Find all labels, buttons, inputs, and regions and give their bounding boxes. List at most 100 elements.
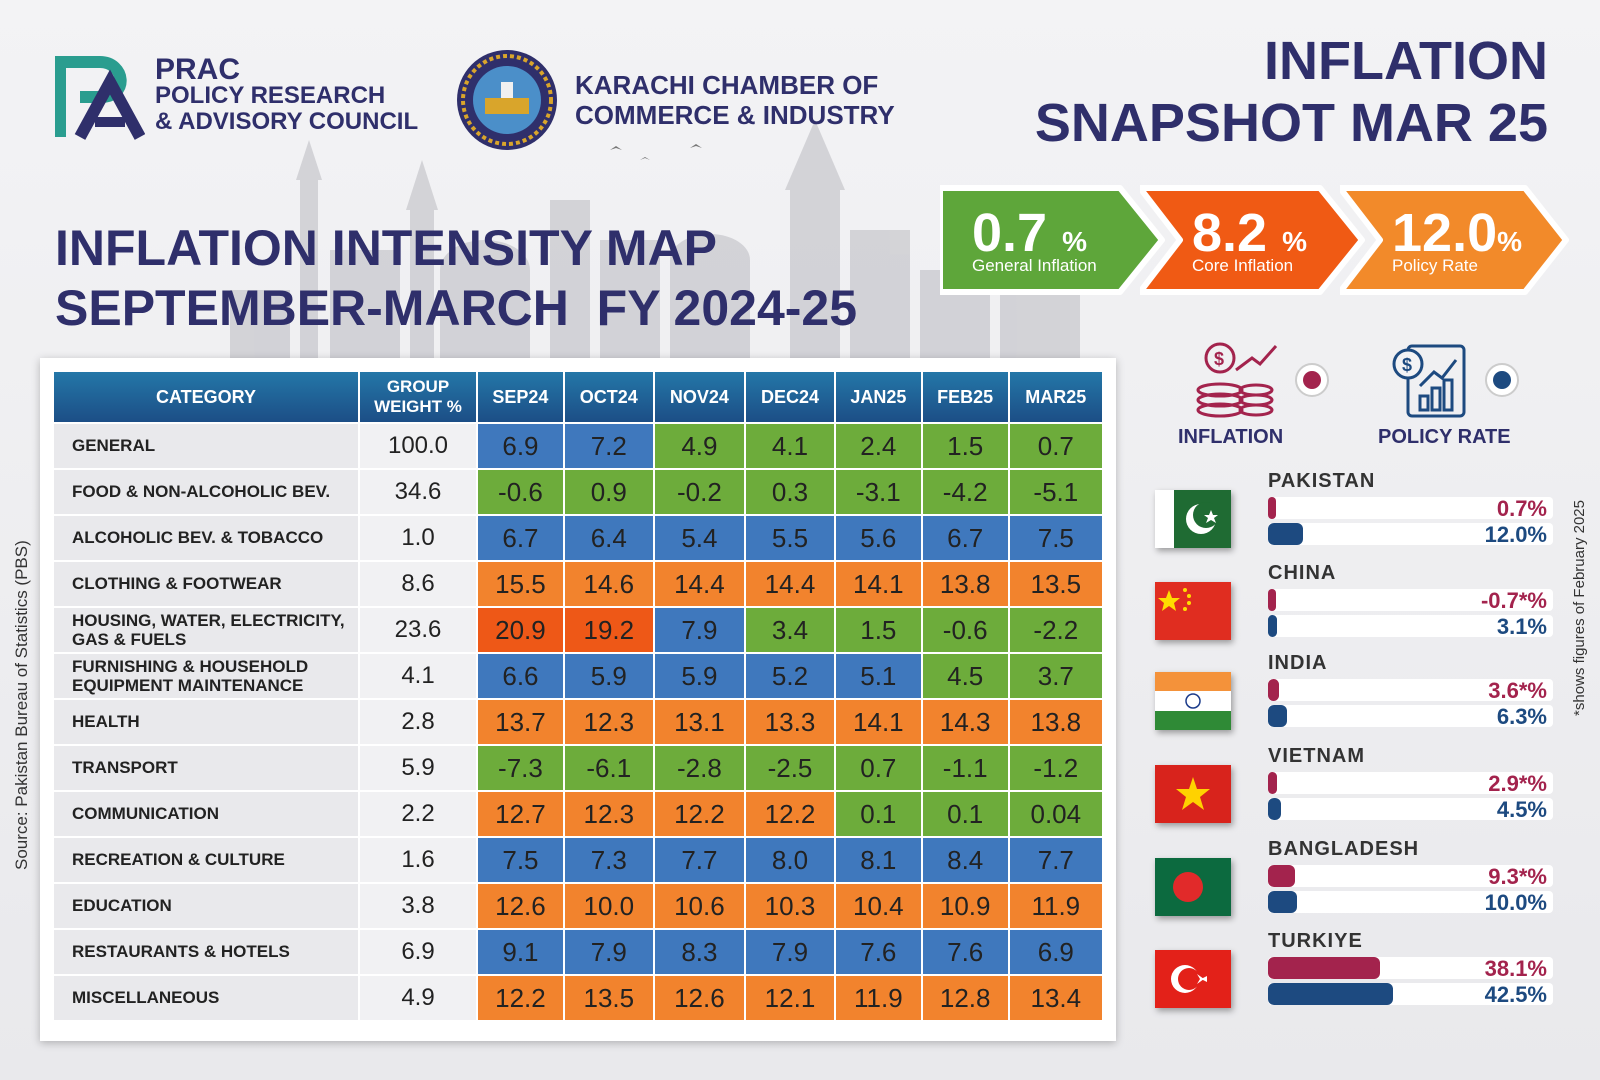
value-cell: -2.5 [744, 744, 836, 792]
birds-graphic [610, 144, 702, 160]
table-row: EDUCATION 3.8 12.6 10.0 10.6 10.3 10.4 10.9 11.9 [52, 882, 1105, 930]
policy-bar-track [1268, 891, 1553, 913]
inflation-coins-icon: $ [1196, 342, 1278, 418]
country-vietnam: VIETNAM 2.9*% 4.5% [1155, 745, 1555, 835]
value-cell: 6.9 [1007, 928, 1105, 976]
country-pakistan: PAKISTAN 0.7% 12.0% [1155, 470, 1555, 560]
table-row: MISCELLANEOUS 4.9 12.2 13.5 12.6 12.1 11.9 12.8… [52, 974, 1105, 1022]
column-header: MAR25 [1007, 370, 1105, 424]
value-cell: 4.1 [744, 422, 836, 470]
policy-bar [1268, 891, 1298, 913]
value-cell: 10.0 [562, 882, 655, 930]
inflation-radio-icon [1295, 363, 1329, 397]
weight-cell: 34.6 [358, 468, 478, 516]
weight-cell: 1.0 [358, 514, 478, 562]
country-name: CHINA [1268, 562, 1337, 584]
value-cell: 8.4 [920, 836, 1010, 884]
bangladesh-flag-icon [1155, 858, 1231, 916]
value-cell: 6.4 [562, 514, 655, 562]
column-header: NOV24 [652, 370, 747, 424]
value-cell: 2.4 [833, 422, 923, 470]
policy-bar-row: 3.1% [1268, 614, 1553, 639]
inflation-bar [1268, 957, 1381, 979]
policy-bar [1268, 705, 1287, 727]
value-cell: 0.9 [562, 468, 655, 516]
value-cell: 13.8 [920, 560, 1010, 608]
value-cell: 19.2 [562, 606, 655, 654]
value-cell: 7.3 [562, 836, 655, 884]
value-cell: 7.6 [920, 928, 1010, 976]
kcci-logo: KARACHI CHAMBER OF COMMERCE & INDUSTRY [455, 48, 895, 152]
prac-line2: & ADVISORY COUNCIL [155, 108, 419, 135]
policy-value: 4.5% [1496, 797, 1547, 822]
value-cell: -0.6 [476, 468, 565, 516]
page-title-line1: INFLATION INTENSITY MAP [55, 220, 718, 276]
value-cell: 7.9 [652, 606, 747, 654]
policy-bar [1268, 523, 1304, 545]
weight-cell: 5.9 [358, 744, 478, 792]
weight-cell: 8.6 [358, 560, 478, 608]
inflation-bar-row: 3.6*% [1268, 678, 1553, 703]
table-header-row: CATEGORY GROUP WEIGHT % SEP24 OCT24 NOV24 DEC… [52, 370, 1105, 424]
country-turkiye: TURKIYE 38.1% 42.5% [1155, 930, 1555, 1020]
value-cell: 13.4 [1007, 974, 1105, 1022]
inflation-bar [1268, 772, 1277, 794]
value-cell: -1.1 [920, 744, 1010, 792]
value-cell: 7.5 [1007, 514, 1105, 562]
value-cell: -0.2 [652, 468, 747, 516]
value-cell: 5.9 [652, 652, 747, 700]
kpi-core-label: Core Inflation [1192, 256, 1294, 275]
value-cell: -7.3 [476, 744, 565, 792]
country-china: CHINA -0.7*% 3.1% [1155, 562, 1555, 652]
value-cell: 12.3 [562, 790, 655, 838]
policy-bar [1268, 615, 1278, 637]
weight-cell: 1.6 [358, 836, 478, 884]
snapshot-title-line1: INFLATION [1264, 31, 1548, 91]
category-cell: HOUSING, WATER, ELECTRICITY, GAS & FUELS [52, 606, 360, 654]
category-cell: EDUCATION [52, 882, 360, 930]
country-india: INDIA 3.6*% 6.3% [1155, 652, 1555, 742]
inflation-bar-track [1268, 589, 1553, 611]
value-cell: 20.9 [476, 606, 565, 654]
value-cell: 1.5 [920, 422, 1010, 470]
value-cell: 8.0 [744, 836, 836, 884]
country-name: BANGLADESH [1268, 838, 1420, 860]
value-cell: -1.2 [1007, 744, 1105, 792]
snapshot-title-line2: SNAPSHOT MAR 25 [1034, 93, 1548, 153]
category-cell: RESTAURANTS & HOTELS [52, 928, 360, 976]
policy-bar [1268, 983, 1393, 1005]
weight-cell: 6.9 [358, 928, 478, 976]
table-row: FURNISHING & HOUSEHOLD EQUIPMENT MAINTEN… [52, 652, 1105, 700]
kpi-core-value: 8.2 [1192, 203, 1268, 263]
policy-bar-row: 42.5% [1268, 982, 1553, 1007]
policy-radio-icon [1485, 363, 1519, 397]
value-cell: 12.3 [562, 698, 655, 746]
value-cell: 8.3 [652, 928, 747, 976]
policy-bar-row: 10.0% [1268, 890, 1553, 915]
value-cell: -5.1 [1007, 468, 1105, 516]
inflation-bar-row: 9.3*% [1268, 864, 1553, 889]
table-row: GENERAL 100.0 6.9 7.2 4.9 4.1 2.4 1.5 0.7 [52, 422, 1105, 470]
value-cell: -4.2 [920, 468, 1010, 516]
inflation-value: 0.7% [1496, 496, 1547, 521]
legend-inflation: $ INFLATION [1178, 340, 1330, 449]
kpi-policy-label: Policy Rate [1392, 256, 1478, 275]
inflation-bar-track [1268, 772, 1553, 794]
inflation-value: -0.7*% [1480, 588, 1547, 613]
policy-value: 10.0% [1484, 890, 1547, 915]
kpi-policy-value: 12.0 [1392, 203, 1498, 263]
value-cell: 12.1 [744, 974, 836, 1022]
kpi-general-unit: % [1062, 226, 1087, 257]
value-cell: 12.2 [652, 790, 747, 838]
country-name: PAKISTAN [1268, 470, 1376, 492]
inflation-value: 9.3*% [1488, 864, 1547, 889]
value-cell: 6.7 [476, 514, 565, 562]
inflation-bar [1268, 589, 1276, 611]
value-cell: 10.6 [652, 882, 747, 930]
value-cell: 0.7 [1007, 422, 1105, 470]
value-cell: 7.2 [562, 422, 655, 470]
table-row: ALCOHOLIC BEV. & TOBACCO 1.0 6.7 6.4 5.4 5.5 5… [52, 514, 1105, 562]
value-cell: 14.4 [744, 560, 836, 608]
page-title: INFLATION INTENSITY MAP SEPTEMBER-MARCH … [55, 218, 857, 338]
kpi-general-value: 0.7 [972, 203, 1048, 263]
